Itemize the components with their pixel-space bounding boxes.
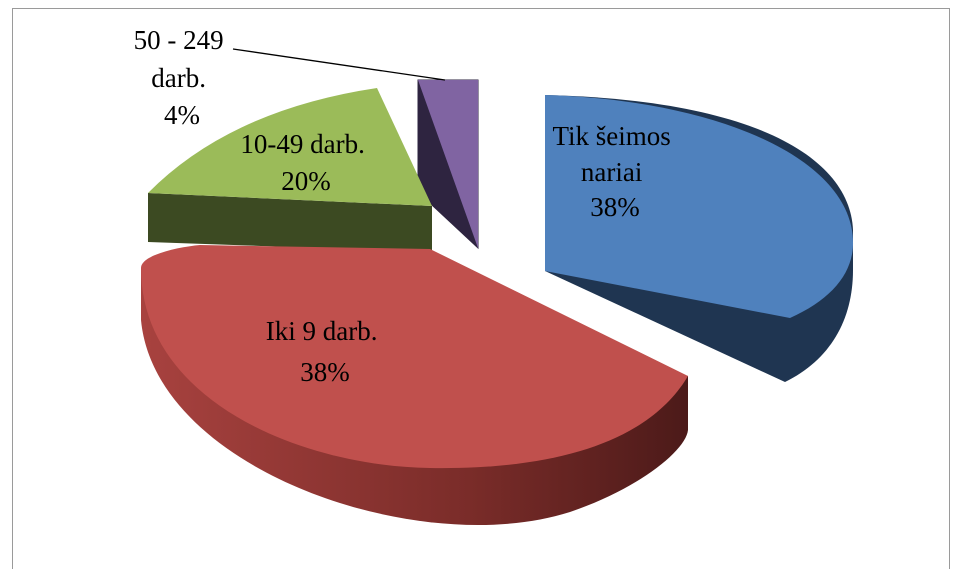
pie-slice-tik-seimos xyxy=(545,95,854,382)
pie-slice-50-249 xyxy=(417,79,479,250)
slice-label-iki-9: Iki 9 darb. 38% xyxy=(266,316,384,387)
slice-label-50-249: 50 - 249 darb. 4% xyxy=(134,25,231,130)
slice-label-tik-seimos: Tik šeimos nariai 38% xyxy=(552,121,677,222)
slice-label-10-49: 10-49 darb. 20% xyxy=(240,129,371,196)
pie-slice-iki-9 xyxy=(141,245,688,525)
pie-slice-10-49 xyxy=(148,88,432,252)
leader-line-50-249 xyxy=(232,48,446,81)
